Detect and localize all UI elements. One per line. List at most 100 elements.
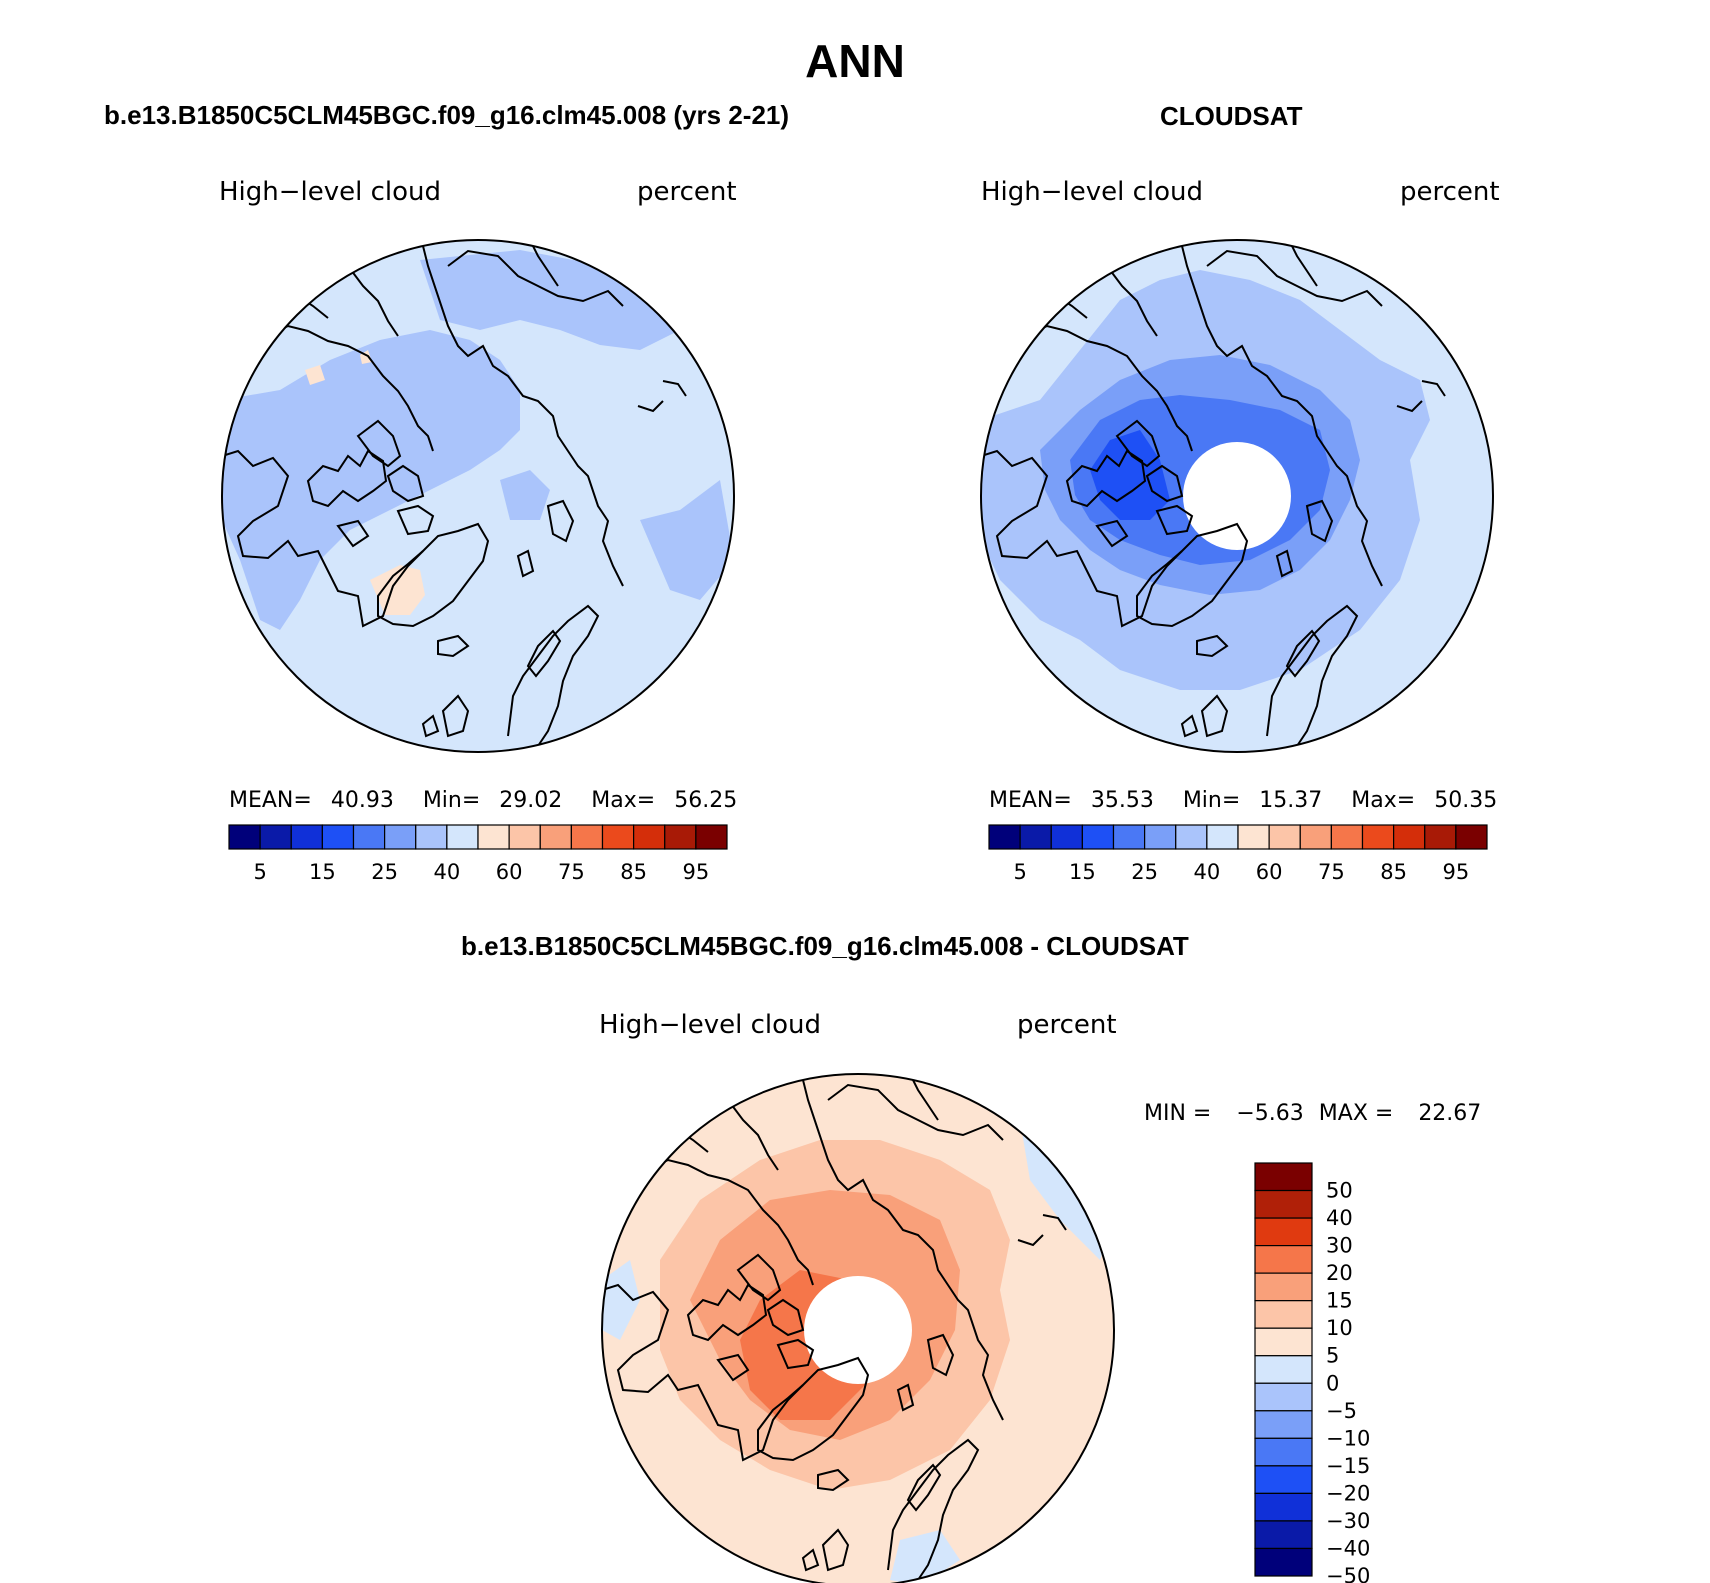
colorbar-cloudsat-swatch <box>1237 824 1270 850</box>
diff-max: 22.67 <box>1418 1101 1482 1126</box>
panel-2-min: 15.37 <box>1259 788 1323 813</box>
colorbar-cloudsat-swatch <box>1268 824 1301 850</box>
colorbar-model-swatch <box>664 824 697 850</box>
colorbar-cloudsat-tick-label: 85 <box>1380 860 1407 884</box>
colorbar-difference-swatch <box>1254 1300 1313 1329</box>
diff-min: −5.63 <box>1236 1101 1304 1126</box>
page-title: ANN <box>805 35 905 87</box>
colorbar-model-swatch <box>570 824 604 850</box>
panel-1-min-label: Min= <box>422 788 481 813</box>
colorbar-model-tick-label: 40 <box>434 860 461 884</box>
diff-panel-variable: High−level cloud <box>599 1010 822 1040</box>
colorbar-difference-tick-label: −10 <box>1326 1426 1370 1450</box>
panel-2-mean: 35.53 <box>1090 788 1154 813</box>
colorbar-difference-swatch <box>1254 1410 1313 1439</box>
colorbar-cloudsat-swatch <box>1455 824 1488 850</box>
panel-1-max: 56.25 <box>674 788 738 813</box>
colorbar-cloudsat-swatch <box>1330 824 1364 850</box>
colorbar-cloudsat-tick-label: 95 <box>1443 860 1470 884</box>
colorbar-model-tick-label: 75 <box>558 860 585 884</box>
panel-1-mean-label: MEAN= <box>229 788 312 813</box>
colorbar-difference-tick-label: −50 <box>1326 1564 1370 1583</box>
map-cloudsat <box>980 239 1494 753</box>
colorbar-difference-swatch <box>1254 1272 1313 1302</box>
colorbar-model-tick-label: 5 <box>253 860 266 884</box>
panel-1-variable: High−level cloud <box>219 177 442 207</box>
colorbar-cloudsat-swatch <box>1361 824 1395 850</box>
colorbar-difference-swatch <box>1254 1382 1313 1412</box>
panel-1-stats: MEAN= 40.93 Min= 29.02 Max= 56.25 <box>229 788 737 813</box>
colorbar-difference-swatch <box>1254 1162 1313 1192</box>
colorbar-difference-swatch <box>1254 1355 1313 1384</box>
map-model <box>221 239 735 753</box>
colorbar-cloudsat-swatch <box>1175 824 1208 850</box>
panel-2-max: 50.35 <box>1434 788 1498 813</box>
colorbar-model-swatch <box>415 824 448 850</box>
colorbar-model-swatch <box>228 824 261 850</box>
colorbar-difference-tick-label: −15 <box>1326 1454 1370 1478</box>
panel-2-mean-label: MEAN= <box>989 788 1072 813</box>
colorbar-cloudsat-tick-label: 40 <box>1194 860 1221 884</box>
colorbar-difference-swatch <box>1254 1327 1313 1357</box>
colorbar-model-tick-label: 85 <box>620 860 647 884</box>
colorbar-model-swatch <box>384 824 417 850</box>
colorbar-cloudsat-swatch <box>1424 824 1457 850</box>
panel-2-variable: High−level cloud <box>981 177 1204 207</box>
colorbar-model-swatch <box>633 824 666 850</box>
colorbar-model-swatch <box>695 824 728 850</box>
colorbar-cloudsat-swatch <box>1081 824 1115 850</box>
colorbar-cloudsat-swatch <box>1206 824 1239 850</box>
panel-2-units: percent <box>1400 177 1500 207</box>
diff-min-label: MIN = <box>1144 1101 1212 1126</box>
colorbar-model-swatch <box>477 824 510 850</box>
colorbar-cloudsat-tick-label: 15 <box>1069 860 1096 884</box>
colorbar-cloudsat-swatch <box>1299 824 1332 850</box>
colorbar-model-swatch <box>259 824 292 850</box>
colorbar-difference-swatch <box>1254 1189 1313 1219</box>
colorbar-difference-tick-label: 30 <box>1326 1234 1353 1258</box>
colorbar-model-tick-label: 60 <box>496 860 523 884</box>
colorbar-model-tick-label: 15 <box>309 860 336 884</box>
map-difference <box>601 1073 1115 1583</box>
panel-2-min-label: Min= <box>1182 788 1241 813</box>
colorbar-model-swatch <box>321 824 355 850</box>
panel-1-mean: 40.93 <box>330 788 394 813</box>
diff-stats: MIN = −5.63 MAX = 22.67 <box>1144 1101 1481 1126</box>
diff-panel-title: b.e13.B1850C5CLM45BGC.f09_g16.clm45.008 … <box>461 931 1189 961</box>
colorbar-cloudsat-swatch <box>1112 824 1146 850</box>
panel-1-title: b.e13.B1850C5CLM45BGC.f09_g16.clm45.008 … <box>104 100 790 130</box>
colorbar-difference-swatch <box>1254 1437 1313 1467</box>
colorbar-difference-tick-label: 10 <box>1326 1316 1353 1340</box>
colorbar-difference-tick-label: 40 <box>1326 1206 1353 1230</box>
colorbar-difference-swatch <box>1254 1547 1313 1577</box>
panel-1-max-label: Max= <box>591 788 656 813</box>
colorbar-difference-tick-label: 20 <box>1326 1261 1353 1285</box>
colorbar-cloudsat-swatch <box>1019 824 1052 850</box>
panel-2-title: CLOUDSAT <box>1160 101 1303 131</box>
colorbar-difference-tick-label: 50 <box>1326 1179 1353 1203</box>
colorbar-difference-swatch <box>1254 1520 1313 1550</box>
colorbar-model-swatch <box>508 824 541 850</box>
colorbar-cloudsat-tick-label: 75 <box>1318 860 1345 884</box>
colorbar-difference-tick-label: −40 <box>1326 1536 1370 1560</box>
colorbar-cloudsat-tick-label: 25 <box>1131 860 1158 884</box>
panel-1-units: percent <box>637 177 737 207</box>
colorbar-difference-swatch <box>1254 1492 1313 1522</box>
colorbar-model: 5 15 25 40 60 75 85 95 <box>228 824 728 884</box>
colorbar-difference-tick-label: 15 <box>1326 1289 1353 1313</box>
colorbar-cloudsat-swatch <box>1050 824 1083 850</box>
colorbar-cloudsat: 5 15 25 40 60 75 85 95 <box>988 824 1488 884</box>
colorbar-cloudsat-tick-label: 60 <box>1256 860 1283 884</box>
colorbar-difference-tick-label: 0 <box>1326 1371 1339 1395</box>
colorbar-model-swatch <box>601 824 635 850</box>
colorbar-model-tick-label: 95 <box>683 860 710 884</box>
panel-1-min: 29.02 <box>499 788 563 813</box>
colorbar-difference-swatch <box>1254 1465 1313 1495</box>
colorbar-model-swatch <box>290 824 323 850</box>
diff-panel-units: percent <box>1017 1010 1117 1040</box>
colorbar-cloudsat-swatch <box>988 824 1021 850</box>
colorbar-cloudsat-tick-label: 5 <box>1013 860 1026 884</box>
colorbar-difference-tick-label: 5 <box>1326 1344 1339 1368</box>
